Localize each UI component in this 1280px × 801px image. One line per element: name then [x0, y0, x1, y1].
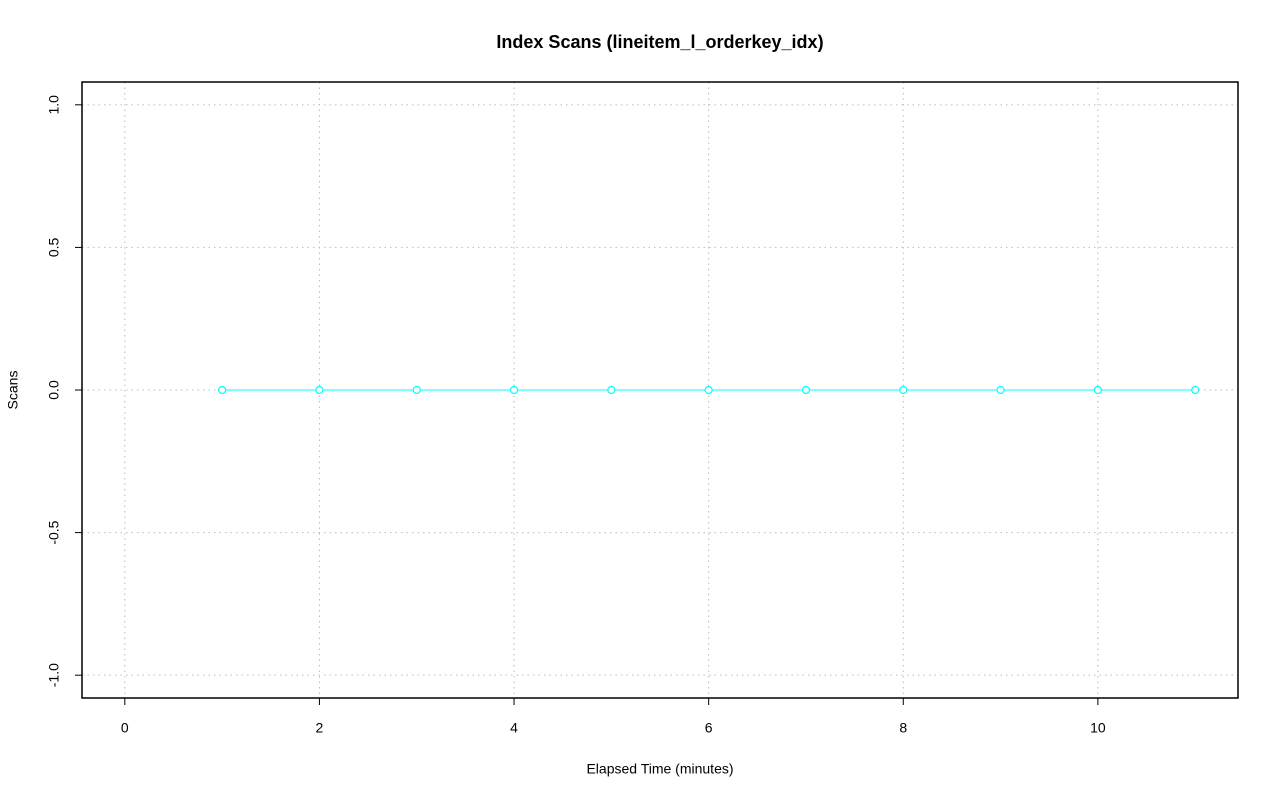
data-point — [315, 385, 324, 395]
data-point — [218, 385, 227, 395]
x-tick-label: 8 — [899, 720, 907, 736]
chart-title: Index Scans (lineitem_l_orderkey_idx) — [496, 32, 823, 52]
x-tick-label: 6 — [705, 720, 713, 736]
x-tick-label: 2 — [316, 720, 324, 736]
y-tick-label: 0.5 — [46, 237, 62, 257]
data-point — [899, 385, 908, 395]
data-point — [509, 385, 519, 395]
y-tick-label: -1.0 — [46, 663, 62, 687]
y-tick-label: -0.5 — [46, 520, 62, 544]
x-axis-label: Elapsed Time (minutes) — [586, 761, 733, 777]
y-tick-label: 1.0 — [46, 95, 62, 115]
y-tick-label: 0.0 — [46, 380, 62, 400]
x-tick-label: 0 — [121, 720, 129, 736]
x-tick-label: 10 — [1090, 720, 1106, 736]
data-point — [704, 385, 713, 395]
data-point — [1191, 385, 1200, 395]
x-tick-label: 4 — [510, 720, 518, 736]
data-point — [412, 385, 421, 395]
plot-frame — [81, 81, 1239, 699]
y-axis-label: Scans — [5, 371, 21, 410]
data-point — [801, 385, 811, 395]
data-point — [1093, 385, 1102, 395]
data-point — [996, 385, 1005, 395]
data-point — [607, 385, 616, 395]
